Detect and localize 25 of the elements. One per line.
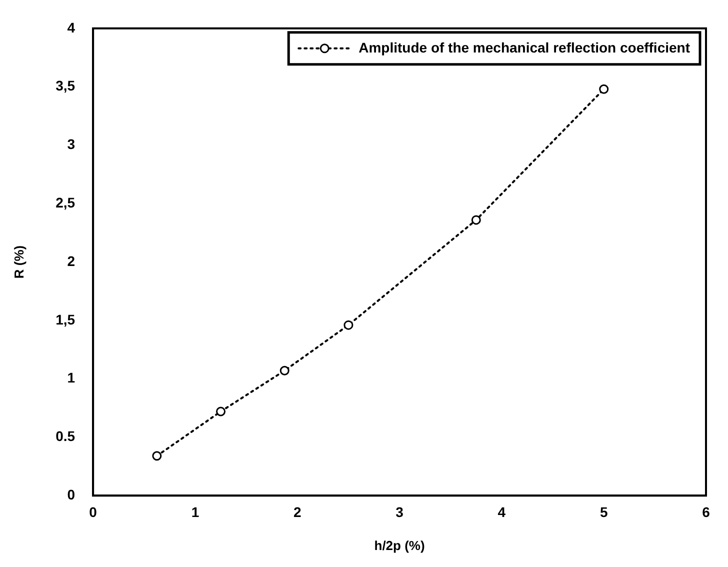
point bbox=[344, 320, 354, 330]
point bbox=[152, 451, 162, 461]
x-tick-label: 6 bbox=[702, 504, 710, 520]
x-tick-label: 5 bbox=[600, 504, 608, 520]
x-tick-label: 3 bbox=[396, 504, 404, 520]
x-tick-label: 2 bbox=[293, 504, 302, 520]
y-tick-label: 3,5 bbox=[56, 78, 76, 94]
point bbox=[599, 84, 609, 94]
y-tick-label: 3 bbox=[67, 136, 76, 152]
y-axis-title: R (%) bbox=[11, 245, 26, 279]
y-tick-label: 1 bbox=[67, 370, 76, 386]
point bbox=[471, 215, 481, 225]
y-tick-label: 2,5 bbox=[56, 194, 76, 210]
legend-label: Amplitude of the mechanical reflection coefficient bbox=[358, 39, 690, 56]
x-axis-title: h/2p (%) bbox=[374, 538, 425, 553]
x-tick-label: 1 bbox=[191, 504, 200, 520]
y-tick-label: 1,5 bbox=[56, 311, 76, 328]
point bbox=[216, 406, 226, 416]
x-tick-label: 0 bbox=[89, 504, 98, 520]
x-tick-label: 4 bbox=[498, 504, 506, 520]
y-tick-label: 0.5 bbox=[56, 428, 76, 444]
y-tick-label: 0 bbox=[67, 486, 76, 502]
point bbox=[280, 366, 290, 376]
y-tick-label: 4 bbox=[67, 19, 76, 36]
y-tick-label: 2 bbox=[67, 252, 76, 269]
